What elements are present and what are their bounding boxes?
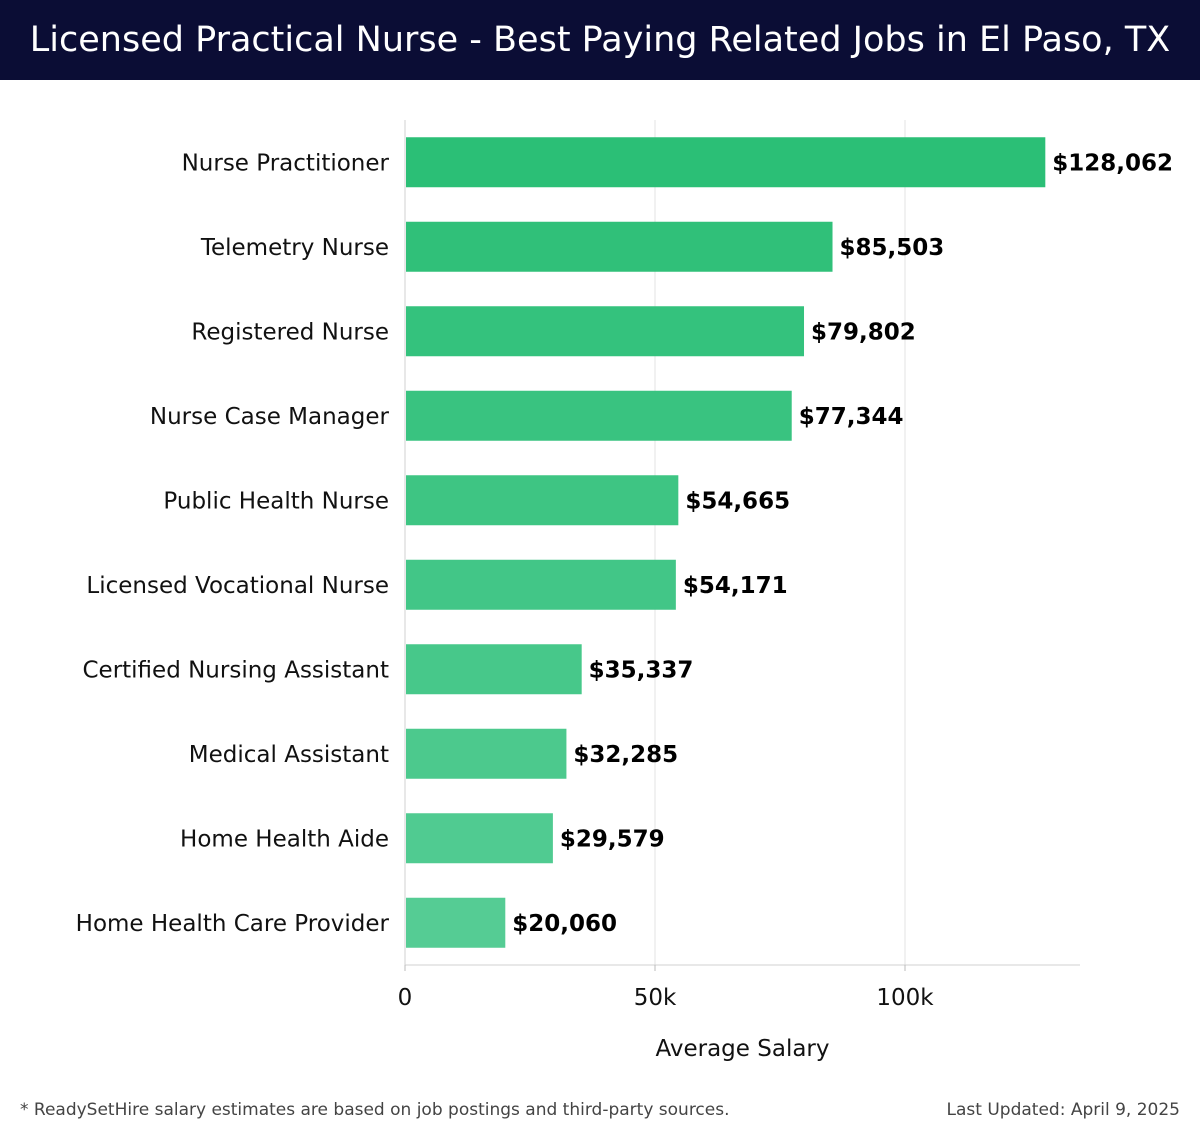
bars bbox=[406, 137, 1046, 948]
footer-note: * ReadySetHire salary estimates are base… bbox=[20, 1100, 730, 1120]
bar bbox=[406, 644, 582, 695]
value-label: $29,579 bbox=[560, 826, 665, 852]
category-label: Public Health Nurse bbox=[163, 488, 389, 514]
bar bbox=[406, 390, 792, 441]
bar bbox=[406, 306, 805, 357]
bar bbox=[406, 813, 553, 864]
category-label: Nurse Practitioner bbox=[182, 150, 390, 176]
category-label: Nurse Case Manager bbox=[150, 404, 390, 430]
x-tick-label: 0 bbox=[398, 985, 413, 1011]
value-label: $54,171 bbox=[683, 573, 788, 599]
category-label: Registered Nurse bbox=[191, 319, 389, 345]
labels: Nurse Practitioner $128,062 Telemetry Nurs… bbox=[76, 150, 1173, 937]
value-label: $54,665 bbox=[685, 488, 790, 514]
category-label: Certified Nursing Assistant bbox=[82, 657, 389, 683]
value-label: $35,337 bbox=[589, 657, 694, 683]
chart-title: Licensed Practical Nurse - Best Paying R… bbox=[29, 20, 1171, 60]
value-label: $77,344 bbox=[799, 404, 904, 430]
x-axis-title: Average Salary bbox=[655, 1036, 829, 1062]
category-label: Licensed Vocational Nurse bbox=[86, 573, 389, 599]
value-label: $79,802 bbox=[811, 319, 916, 345]
value-label: $20,060 bbox=[512, 911, 617, 937]
bar bbox=[406, 137, 1046, 188]
value-label: $85,503 bbox=[840, 235, 945, 261]
category-label: Home Health Aide bbox=[180, 826, 389, 852]
value-label: $128,062 bbox=[1052, 150, 1173, 176]
category-label: Telemetry Nurse bbox=[200, 235, 389, 261]
bar bbox=[406, 475, 679, 526]
bar bbox=[406, 559, 676, 610]
category-label: Medical Assistant bbox=[189, 742, 389, 768]
bar bbox=[406, 728, 567, 779]
chart-header: Licensed Practical Nurse - Best Paying R… bbox=[0, 0, 1200, 80]
axes: 0 50k 100k bbox=[398, 120, 1080, 1011]
x-tick-label: 100k bbox=[876, 985, 934, 1011]
bar bbox=[406, 897, 506, 948]
last-updated: Last Updated: April 9, 2025 bbox=[946, 1100, 1180, 1120]
x-tick-label: 50k bbox=[634, 985, 677, 1011]
value-label: $32,285 bbox=[573, 742, 678, 768]
bar-chart: 0 50k 100k Nurse Practitioner $128,062 Telem… bbox=[76, 120, 1173, 1062]
bar bbox=[406, 221, 833, 272]
category-label: Home Health Care Provider bbox=[76, 911, 390, 937]
